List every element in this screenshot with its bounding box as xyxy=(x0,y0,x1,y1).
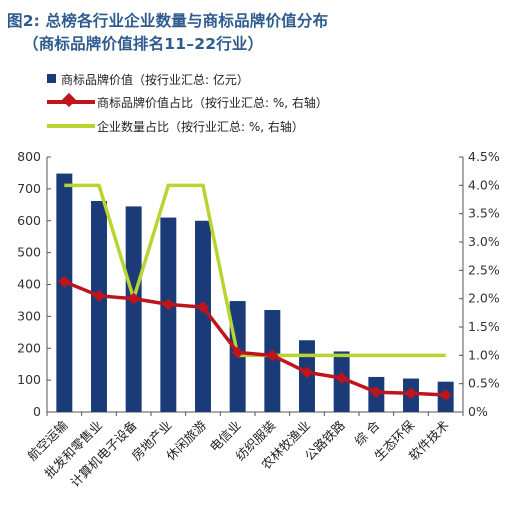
right-tick-label: 3.0% xyxy=(468,234,500,249)
left-tick-label: 500 xyxy=(17,245,41,260)
legend-swatch-bar xyxy=(47,69,97,89)
point-marker xyxy=(370,386,383,399)
right-tick-label: 4.5% xyxy=(468,149,500,164)
right-tick-label: 4.0% xyxy=(468,177,500,192)
left-tick-label: 700 xyxy=(17,181,41,196)
point-marker xyxy=(335,372,348,384)
legend-label-red-line: 商标品牌价值占比（按行业汇总: %, 右轴） xyxy=(97,95,328,110)
point-marker xyxy=(162,298,175,311)
left-tick-label: 300 xyxy=(17,308,41,323)
chart-title: 图2: 总榜各行业企业数量与商标品牌价值分布 xyxy=(7,12,329,30)
legend-swatch-red-line xyxy=(47,92,97,112)
bar xyxy=(160,217,177,412)
point-marker xyxy=(127,292,140,305)
left-tick-label: 600 xyxy=(17,213,41,228)
point-marker xyxy=(266,349,279,362)
legend-label-green-line: 企业数量占比（按行业汇总: %, 右轴） xyxy=(97,119,304,134)
left-tick-label: 400 xyxy=(17,277,41,292)
point-marker xyxy=(231,346,244,359)
left-tick-label: 0 xyxy=(33,404,41,419)
right-tick-label: 3.5% xyxy=(468,206,500,221)
point-marker xyxy=(197,301,209,314)
point-marker xyxy=(405,387,417,400)
x-tick-label: 综 合 xyxy=(351,417,382,448)
left-tick-label: 800 xyxy=(17,149,41,164)
right-tick-label: 0% xyxy=(468,404,488,419)
legend-swatch-green-line xyxy=(47,116,97,136)
point-marker xyxy=(439,389,452,401)
right-tick-label: 0.5% xyxy=(468,376,500,391)
series-line-brand-value-share xyxy=(63,280,446,397)
right-tick-label: 2.0% xyxy=(468,291,500,306)
bar xyxy=(91,200,107,412)
point-marker xyxy=(58,275,71,288)
chart-subtitle: （商标品牌价值排名11–22行业） xyxy=(23,35,264,53)
legend-label-bar: 商标品牌价值（按行业汇总: 亿元） xyxy=(61,72,249,87)
series-line-enterprise-share xyxy=(64,183,446,358)
bar xyxy=(195,220,211,412)
point-marker xyxy=(93,289,105,302)
legend-item-green-line: 企业数量占比（按行业汇总: %, 右轴） xyxy=(47,116,304,136)
left-tick-label: 200 xyxy=(17,340,41,355)
legend-item-bar: 商标品牌价值（按行业汇总: 亿元） xyxy=(47,69,249,89)
right-tick-label: 1.5% xyxy=(468,319,500,334)
left-tick-label: 100 xyxy=(17,372,41,387)
legend-item-red-line: 商标品牌价值占比（按行业汇总: %, 右轴） xyxy=(47,92,328,112)
right-tick-label: 2.5% xyxy=(468,262,500,277)
right-tick-label: 1.0% xyxy=(468,347,500,362)
bar xyxy=(56,173,73,412)
point-marker xyxy=(301,366,313,379)
bar xyxy=(125,206,142,412)
